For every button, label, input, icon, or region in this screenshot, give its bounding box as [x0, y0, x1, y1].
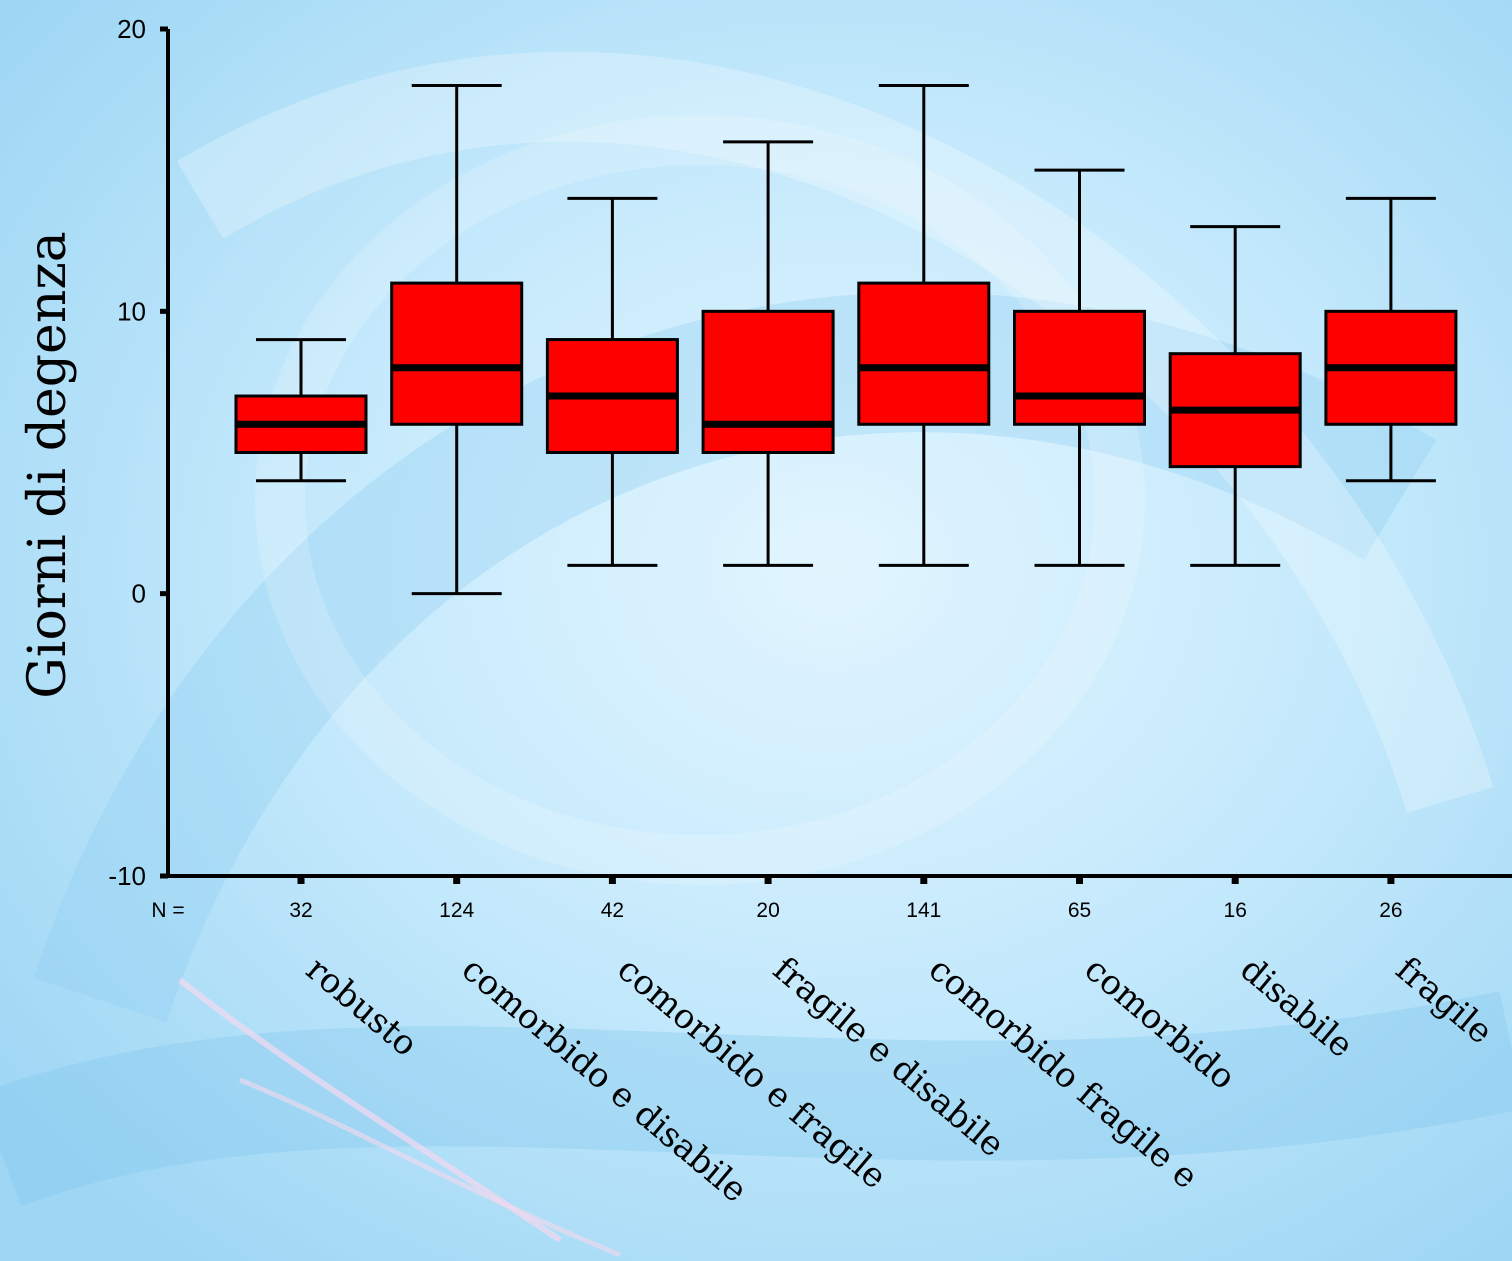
- iqr-box: [390, 281, 524, 426]
- box-item: [390, 83, 524, 596]
- n-count-label: 42: [601, 899, 624, 922]
- box-item: [1168, 225, 1302, 567]
- y-axis: 20 10 0 -10: [108, 14, 170, 891]
- n-count-label: 124: [439, 899, 474, 922]
- box-item: [1013, 168, 1146, 567]
- category-label: comorbido e fragile: [610, 949, 895, 1197]
- category-label: comorbido: [1077, 949, 1243, 1098]
- category-label: robusto: [298, 949, 425, 1064]
- category-label: comorbido fragile e: [921, 949, 1206, 1197]
- box-item: [234, 338, 368, 483]
- iqr-box: [701, 309, 835, 455]
- box-item: [701, 140, 835, 567]
- box-item: [545, 196, 679, 567]
- category-label: fragile: [1388, 949, 1500, 1052]
- iqr-box: [857, 281, 991, 426]
- n-count-label: 65: [1068, 899, 1091, 922]
- y-tick-label: 0: [132, 579, 146, 609]
- n-count-label: 141: [906, 899, 941, 922]
- n-count-label: 26: [1379, 899, 1402, 922]
- y-tick-label: -10: [108, 861, 146, 891]
- y-tick-label: 10: [117, 296, 146, 326]
- x-axis: N = 32 124 42 20 141 65 16 26: [151, 874, 1512, 922]
- box-series: [234, 83, 1458, 596]
- n-count-label: 32: [289, 899, 312, 922]
- n-prefix-label: N =: [151, 899, 184, 922]
- category-label: comorbido e disabile: [454, 949, 755, 1210]
- n-count-label: 20: [756, 899, 779, 922]
- box-item: [857, 83, 991, 567]
- y-axis-title: Giorni di degenza: [18, 231, 78, 699]
- box-item: [1324, 196, 1458, 483]
- category-label: disabile: [1232, 949, 1360, 1066]
- y-tick-label: 20: [117, 14, 146, 44]
- iqr-box: [1013, 309, 1146, 426]
- n-count-label: 16: [1224, 899, 1247, 922]
